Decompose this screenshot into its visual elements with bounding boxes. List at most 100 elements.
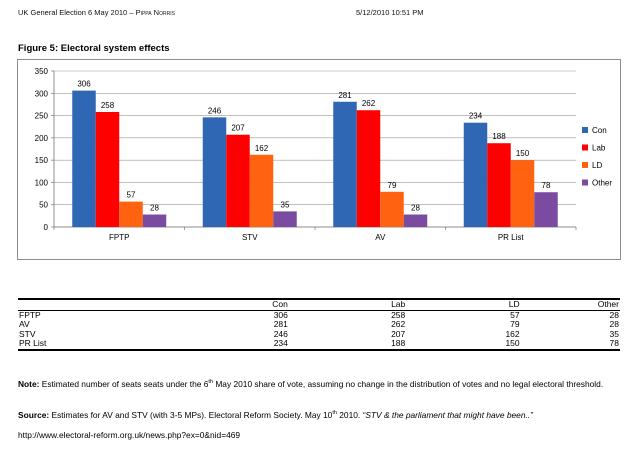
table-cell: 150 [505, 338, 520, 349]
note-sup: th [208, 379, 213, 386]
x-tick-label: AV [375, 233, 386, 242]
bar-lab [487, 143, 511, 227]
legend-swatch-ld [582, 162, 588, 168]
table-row-label: STV [19, 328, 36, 339]
bar-con [333, 101, 357, 227]
source-sup: th [332, 410, 337, 417]
note-paragraph: Note: Estimated number of seats seats un… [18, 378, 618, 391]
table-cell: 78 [609, 338, 619, 349]
data-table-wrapper: Con Lab LD Other FPTP 306 258 57 28 AV 281 262 79 28… [18, 298, 620, 351]
header-separator: – [127, 8, 136, 17]
data-label: 306 [77, 80, 91, 89]
y-tick-label: 250 [35, 112, 49, 121]
y-tick-label: 150 [35, 156, 49, 165]
data-label: 262 [362, 99, 376, 108]
table-row: FPTP 306 258 57 28 [18, 310, 620, 320]
bar-ld [119, 201, 143, 227]
y-tick-label: 350 [35, 67, 49, 76]
table-cell: 28 [609, 309, 619, 320]
legend-swatch-con [582, 127, 588, 133]
data-label: 207 [231, 124, 245, 133]
data-label: 258 [101, 101, 115, 110]
data-label: 281 [338, 91, 352, 100]
bar-lab [356, 110, 381, 227]
table-cell: 188 [391, 338, 406, 349]
data-label: 35 [281, 200, 290, 209]
y-tick-label: 300 [35, 89, 49, 98]
bar-other [273, 211, 297, 227]
table-row-label: PR List [19, 338, 47, 349]
source-text-b: 2010. [336, 410, 363, 420]
data-label: 162 [255, 144, 269, 153]
table-cell: 258 [391, 309, 406, 320]
header-author: Pippa Norris [135, 8, 175, 17]
note-label: Note: [18, 379, 40, 389]
table-header-ld: LD [508, 299, 520, 309]
table-header-lab: Lab [391, 299, 406, 309]
x-tick-label: FPTP [109, 233, 129, 242]
table-cell: 207 [391, 328, 406, 339]
bar-other [403, 214, 428, 227]
y-tick-label: 200 [35, 134, 49, 143]
source-label: Source: [18, 410, 50, 420]
table-cell: 234 [273, 338, 288, 349]
legend-swatch-other [582, 179, 588, 186]
source-text-a: Estimates for AV and STV (with 3-5 MPs).… [49, 410, 333, 420]
bar-chart: 0 50 100 150 200 250 300 350 306 258 57 28 FPTP 246 20… [35, 67, 613, 242]
y-tick-label: 100 [35, 178, 49, 187]
data-label: 57 [127, 191, 136, 200]
table-cell: 281 [273, 319, 288, 330]
note-text-a: Estimated number of seats seats under th… [39, 379, 209, 389]
bar-other [142, 214, 167, 227]
legend-label-lab: Lab [592, 144, 606, 153]
bar-ld [380, 191, 404, 227]
table-cell: 162 [505, 328, 520, 339]
data-label: 79 [388, 181, 397, 190]
chart-frame: 0 50 100 150 200 250 300 350 306 258 57 28 FPTP 246 20… [17, 59, 621, 260]
table-header-con: Con [272, 299, 288, 309]
bar-ld [249, 154, 274, 227]
table-header-blank [18, 299, 78, 310]
table-body: FPTP 306 258 57 28 AV 281 262 79 28 STV 246 207 162 35… [18, 310, 620, 350]
bar-ld [510, 160, 535, 227]
x-tick-label: PR List [498, 233, 525, 242]
bar-other [534, 192, 558, 227]
y-tick-label: 0 [44, 223, 49, 232]
table-row: STV 246 207 162 35 [18, 328, 620, 340]
data-table: Con Lab LD Other FPTP 306 258 57 28 AV 281 262 79 28… [18, 298, 620, 351]
data-label: 246 [208, 106, 222, 115]
table-header-row: Con Lab LD Other [18, 299, 620, 311]
table-cell: 306 [273, 309, 288, 320]
table-cell: 79 [510, 319, 520, 330]
figure-title: Figure 5: Electoral system effects [18, 43, 170, 54]
data-label: 78 [542, 181, 551, 190]
bar-con [72, 90, 96, 228]
table-row-label: FPTP [19, 309, 41, 320]
data-label: 234 [469, 112, 483, 121]
table-cell: 246 [273, 328, 288, 339]
table-cell: 262 [391, 319, 406, 330]
data-label: 188 [492, 132, 506, 141]
table-cell: 28 [609, 319, 619, 330]
x-tick-label: STV [242, 233, 258, 242]
table-cell: 57 [510, 309, 520, 320]
y-tick-label: 50 [39, 201, 48, 210]
table-row: PR List 234 188 150 78 [18, 339, 620, 350]
bar-lab [95, 112, 120, 227]
data-label: 28 [411, 204, 420, 213]
bar-con [463, 122, 488, 227]
legend-swatch-lab [582, 144, 588, 151]
table-row-label: AV [19, 319, 30, 330]
bar-con [202, 117, 227, 227]
source-italic-title: “STV & the parliament that might have be… [362, 410, 533, 420]
source-url: http://www.electoral-reform.org.uk/news.… [18, 430, 241, 440]
table-cell: 35 [609, 328, 619, 339]
legend-label-con: Con [592, 126, 607, 135]
legend-label-other: Other [592, 179, 612, 188]
legend-label-ld: LD [592, 161, 602, 170]
table-header-other: Other [597, 299, 619, 309]
data-label: 28 [150, 204, 159, 213]
note-text-b: May 2010 share of vote, assuming no chan… [213, 379, 604, 389]
page-header-timestamp: 5/12/2010 10:51 PM [356, 8, 424, 17]
header-title: UK General Election 6 May 2010 [18, 8, 128, 17]
